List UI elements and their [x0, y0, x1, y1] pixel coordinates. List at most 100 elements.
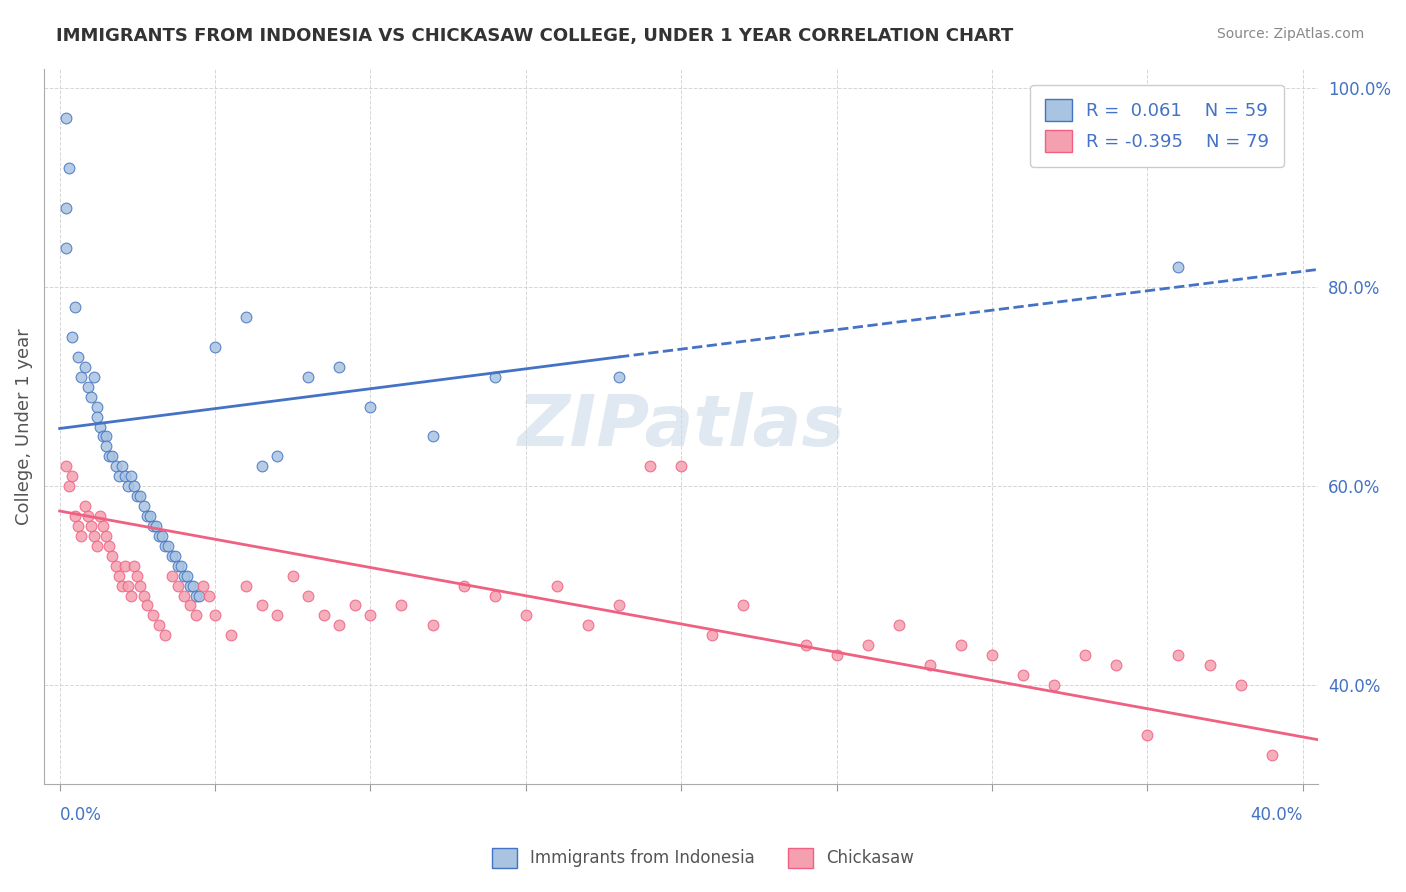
Point: [86, 400, 108, 414]
Point: [83, 529, 105, 543]
Point: [63, 508, 86, 523]
Text: IMMIGRANTS FROM INDONESIA VS CHICKASAW COLLEGE, UNDER 1 YEAR CORRELATION CHART: IMMIGRANTS FROM INDONESIA VS CHICKASAW C…: [56, 27, 1014, 45]
Point: [794, 638, 817, 652]
Point: [359, 608, 381, 623]
Point: [607, 599, 630, 613]
Point: [198, 589, 221, 603]
Point: [160, 568, 183, 582]
Point: [1043, 678, 1066, 692]
Point: [235, 310, 257, 325]
Point: [107, 469, 129, 483]
Point: [981, 648, 1004, 663]
Point: [297, 589, 319, 603]
Point: [219, 628, 242, 642]
Point: [148, 529, 170, 543]
Point: [98, 539, 121, 553]
Point: [1136, 728, 1159, 742]
Point: [204, 608, 226, 623]
Point: [111, 459, 134, 474]
Point: [142, 608, 165, 623]
Point: [186, 608, 208, 623]
Point: [576, 618, 599, 632]
Point: [638, 459, 661, 474]
Point: [250, 459, 273, 474]
Point: [1012, 668, 1035, 682]
Point: [166, 558, 188, 573]
Point: [343, 599, 366, 613]
Point: [55, 112, 77, 126]
Point: [76, 380, 98, 394]
Point: [188, 589, 211, 603]
Point: [67, 350, 90, 364]
Point: [1229, 678, 1251, 692]
Point: [117, 579, 139, 593]
Text: 0.0%: 0.0%: [59, 806, 101, 824]
Text: ZIPatlas: ZIPatlas: [517, 392, 845, 461]
Legend: Immigrants from Indonesia, Chickasaw: Immigrants from Indonesia, Chickasaw: [485, 841, 921, 875]
Point: [101, 450, 124, 464]
Point: [91, 429, 114, 443]
Point: [107, 568, 129, 582]
Point: [63, 300, 86, 314]
Point: [1167, 648, 1189, 663]
Point: [155, 628, 177, 642]
Point: [120, 469, 142, 483]
Point: [135, 599, 157, 613]
Point: [148, 618, 170, 632]
Point: [67, 519, 90, 533]
Point: [250, 599, 273, 613]
Point: [825, 648, 848, 663]
Point: [142, 519, 165, 533]
Point: [235, 579, 257, 593]
Point: [328, 618, 350, 632]
Point: [120, 589, 142, 603]
Point: [546, 579, 568, 593]
Point: [96, 529, 118, 543]
Point: [191, 579, 214, 593]
Point: [179, 599, 201, 613]
Point: [484, 369, 506, 384]
Point: [702, 628, 724, 642]
Point: [60, 330, 83, 344]
Point: [949, 638, 972, 652]
Point: [484, 589, 506, 603]
Point: [312, 608, 335, 623]
Point: [422, 618, 444, 632]
Point: [155, 539, 177, 553]
Point: [135, 508, 157, 523]
Point: [856, 638, 879, 652]
Point: [266, 450, 288, 464]
Point: [80, 519, 103, 533]
Point: [422, 429, 444, 443]
Point: [1167, 260, 1189, 275]
Point: [86, 539, 108, 553]
Point: [297, 369, 319, 384]
Point: [70, 529, 93, 543]
Point: [114, 469, 136, 483]
Point: [73, 359, 96, 374]
Point: [98, 450, 121, 464]
Legend: R =  0.061    N = 59, R = -0.395    N = 79: R = 0.061 N = 59, R = -0.395 N = 79: [1031, 85, 1284, 167]
Point: [76, 508, 98, 523]
Point: [89, 419, 111, 434]
Point: [157, 539, 180, 553]
Point: [1260, 747, 1282, 762]
Point: [150, 529, 173, 543]
Point: [181, 579, 204, 593]
Point: [73, 499, 96, 513]
Point: [1105, 658, 1128, 673]
Text: Source: ZipAtlas.com: Source: ZipAtlas.com: [1216, 27, 1364, 41]
Point: [163, 549, 186, 563]
Point: [96, 439, 118, 453]
Point: [91, 519, 114, 533]
Point: [453, 579, 475, 593]
Point: [55, 201, 77, 215]
Point: [96, 429, 118, 443]
Point: [122, 558, 145, 573]
Point: [60, 469, 83, 483]
Point: [173, 568, 195, 582]
Point: [515, 608, 537, 623]
Point: [70, 369, 93, 384]
Point: [55, 240, 77, 254]
Point: [170, 558, 193, 573]
